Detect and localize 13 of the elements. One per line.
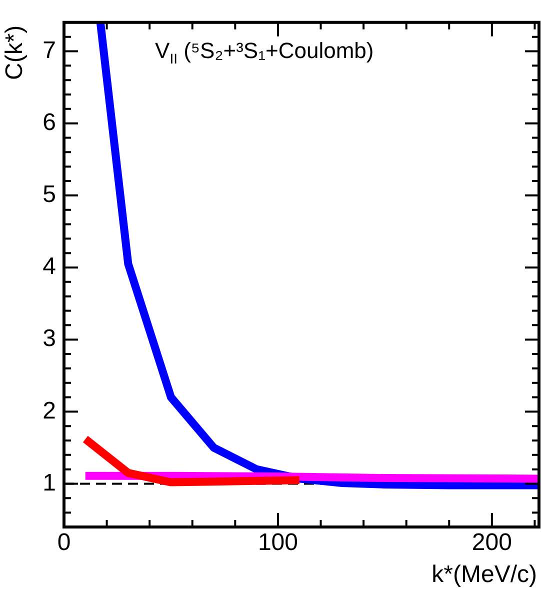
x-tick-label: 200 [472,529,512,556]
x-axis-title: k*(MeV/c) [432,561,537,588]
annotation: V$_{II}$ (⁵S₂+³S₁+Coulomb) [155,38,374,66]
y-tick-label: 5 [42,181,56,208]
y-tick-label: 7 [42,36,56,64]
y-tick-label: 3 [42,325,56,352]
y-tick-label: 2 [42,397,56,424]
x-tick-label: 100 [258,529,298,556]
y-tick-label: 1 [42,469,56,496]
y-tick-label: 4 [42,253,56,280]
y-tick-label: 6 [42,108,56,136]
y-axis-title: C(k*) [1,25,28,80]
x-tick-label: 0 [57,529,71,556]
